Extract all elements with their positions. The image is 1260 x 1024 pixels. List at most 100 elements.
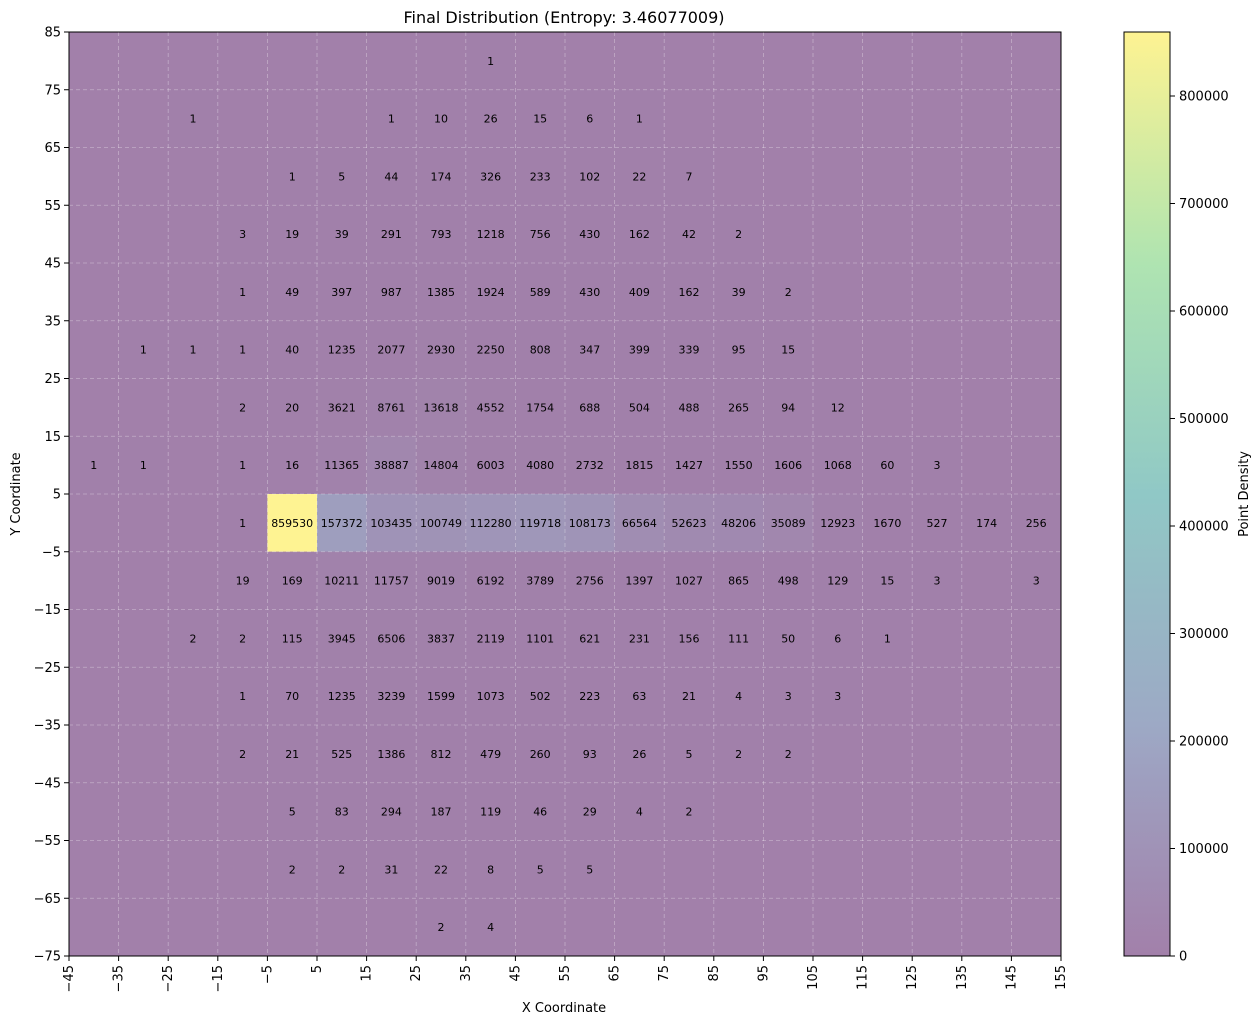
heatmap-cell (862, 609, 913, 668)
cell-value-label: 3621 (328, 401, 356, 414)
cell-value-label: 1 (239, 459, 246, 472)
x-tick-label: 145 (1004, 965, 1019, 990)
cell-value-label: 430 (579, 286, 600, 299)
cell-value-label: 108173 (569, 517, 611, 530)
heatmap-cell (366, 494, 417, 552)
heatmap-cell (614, 205, 665, 263)
cell-value-label: 14804 (424, 459, 459, 472)
cell-value-label: 9019 (427, 575, 455, 588)
cell-value-label: 6 (586, 113, 593, 126)
heatmap-cell (515, 725, 565, 783)
cell-value-label: 119 (480, 806, 501, 819)
cell-value-label: 1 (884, 632, 891, 645)
cell-value-label: 19 (285, 228, 299, 241)
heatmap-cell (565, 147, 615, 206)
cell-value-label: 1397 (625, 575, 653, 588)
x-tick-label: 65 (608, 965, 623, 982)
heatmap-cell (317, 840, 367, 899)
cell-value-label: 2 (438, 921, 445, 934)
cell-value-label: 1218 (477, 228, 505, 241)
y-tick-label: −5 (42, 545, 61, 560)
cell-value-label: 4552 (477, 401, 505, 414)
y-tick-label: 75 (44, 83, 61, 98)
y-axis-label: Y Coordinate (9, 452, 24, 536)
x-tick-label: 125 (905, 965, 920, 990)
x-axis-label: X Coordinate (522, 1001, 606, 1016)
heatmap-cell (515, 494, 565, 552)
x-tick-label: 45 (508, 965, 523, 982)
heatmap-cell (267, 609, 317, 668)
cell-value-label: 4 (735, 690, 742, 703)
cell-value-label: 3239 (377, 690, 405, 703)
heatmap-cell (515, 89, 565, 148)
cell-value-label: 60 (880, 459, 894, 472)
cell-value-label: 3945 (328, 632, 356, 645)
x-tick-label: −5 (260, 965, 275, 984)
y-tick-label: 5 (53, 488, 61, 503)
heatmap-cell (416, 205, 466, 263)
cell-value-label: 31 (384, 863, 398, 876)
cell-value-label: 26 (484, 113, 498, 126)
y-tick-label: 15 (44, 430, 61, 445)
heatmap-cell (713, 205, 764, 263)
heatmap-cell (366, 263, 417, 321)
heatmap-cell (217, 551, 268, 610)
x-tick-label: 5 (310, 965, 325, 973)
cell-value-label: 260 (530, 748, 551, 761)
heatmap-cell (217, 667, 268, 725)
cell-value-label: 11365 (324, 459, 359, 472)
heatmap-cell (217, 494, 268, 552)
cell-value-label: 49 (285, 286, 299, 299)
heatmap-cell (366, 89, 417, 148)
heatmap-cell (465, 898, 516, 956)
cell-value-label: 156 (679, 632, 700, 645)
heatmap-cell (813, 436, 863, 494)
y-tick-label: 65 (44, 141, 61, 156)
x-tick-label: 55 (558, 965, 573, 982)
cell-value-label: 223 (579, 690, 600, 703)
heatmap-cell (317, 609, 367, 668)
cell-value-label: 1 (239, 690, 246, 703)
cell-value-label: 93 (583, 748, 597, 761)
heatmap-cell (465, 147, 516, 206)
cell-value-label: 2 (735, 748, 742, 761)
heatmap-cell (465, 840, 516, 899)
cell-value-label: 16 (285, 459, 299, 472)
cell-value-label: 111 (728, 632, 749, 645)
x-tick-label: 115 (856, 965, 871, 990)
heatmap-cell (267, 320, 317, 379)
heatmap-cell (465, 782, 516, 841)
y-tick-label: 45 (44, 257, 61, 272)
colorbar-tick-label: 0 (1179, 950, 1187, 965)
cell-value-label: 39 (335, 228, 349, 241)
cell-value-label: 1 (190, 344, 197, 357)
heatmap-cell (614, 436, 665, 494)
cell-value-label: 756 (530, 228, 551, 241)
heatmap-cell (713, 263, 764, 321)
cell-value-label: 1386 (377, 748, 405, 761)
heatmap-cell (366, 609, 417, 668)
x-tick-label: −15 (211, 965, 226, 992)
cell-value-label: 12923 (820, 517, 855, 530)
heatmap-cell (565, 320, 615, 379)
heatmap-cell (465, 725, 516, 783)
cell-value-label: 40 (285, 344, 299, 357)
cell-value-label: 2 (190, 632, 197, 645)
cell-value-label: 4 (487, 921, 494, 934)
cell-value-label: 347 (579, 344, 600, 357)
cell-value-label: 527 (927, 517, 948, 530)
heatmap-cell (465, 378, 516, 437)
heatmap-cell (862, 551, 913, 610)
heatmap-cell (366, 436, 417, 494)
heatmap-cell (217, 205, 268, 263)
cell-value-label: 3837 (427, 632, 455, 645)
cell-value-label: 21 (682, 690, 696, 703)
cell-value-label: 2732 (576, 459, 604, 472)
cell-value-label: 7 (686, 170, 693, 183)
cell-value-label: 1068 (824, 459, 852, 472)
heatmap-cell (267, 667, 317, 725)
colorbar-tick-label: 600000 (1179, 304, 1229, 319)
heatmap-cell (168, 89, 218, 148)
heatmap-cell (267, 840, 317, 899)
colorbar-tick-label: 700000 (1179, 197, 1229, 212)
